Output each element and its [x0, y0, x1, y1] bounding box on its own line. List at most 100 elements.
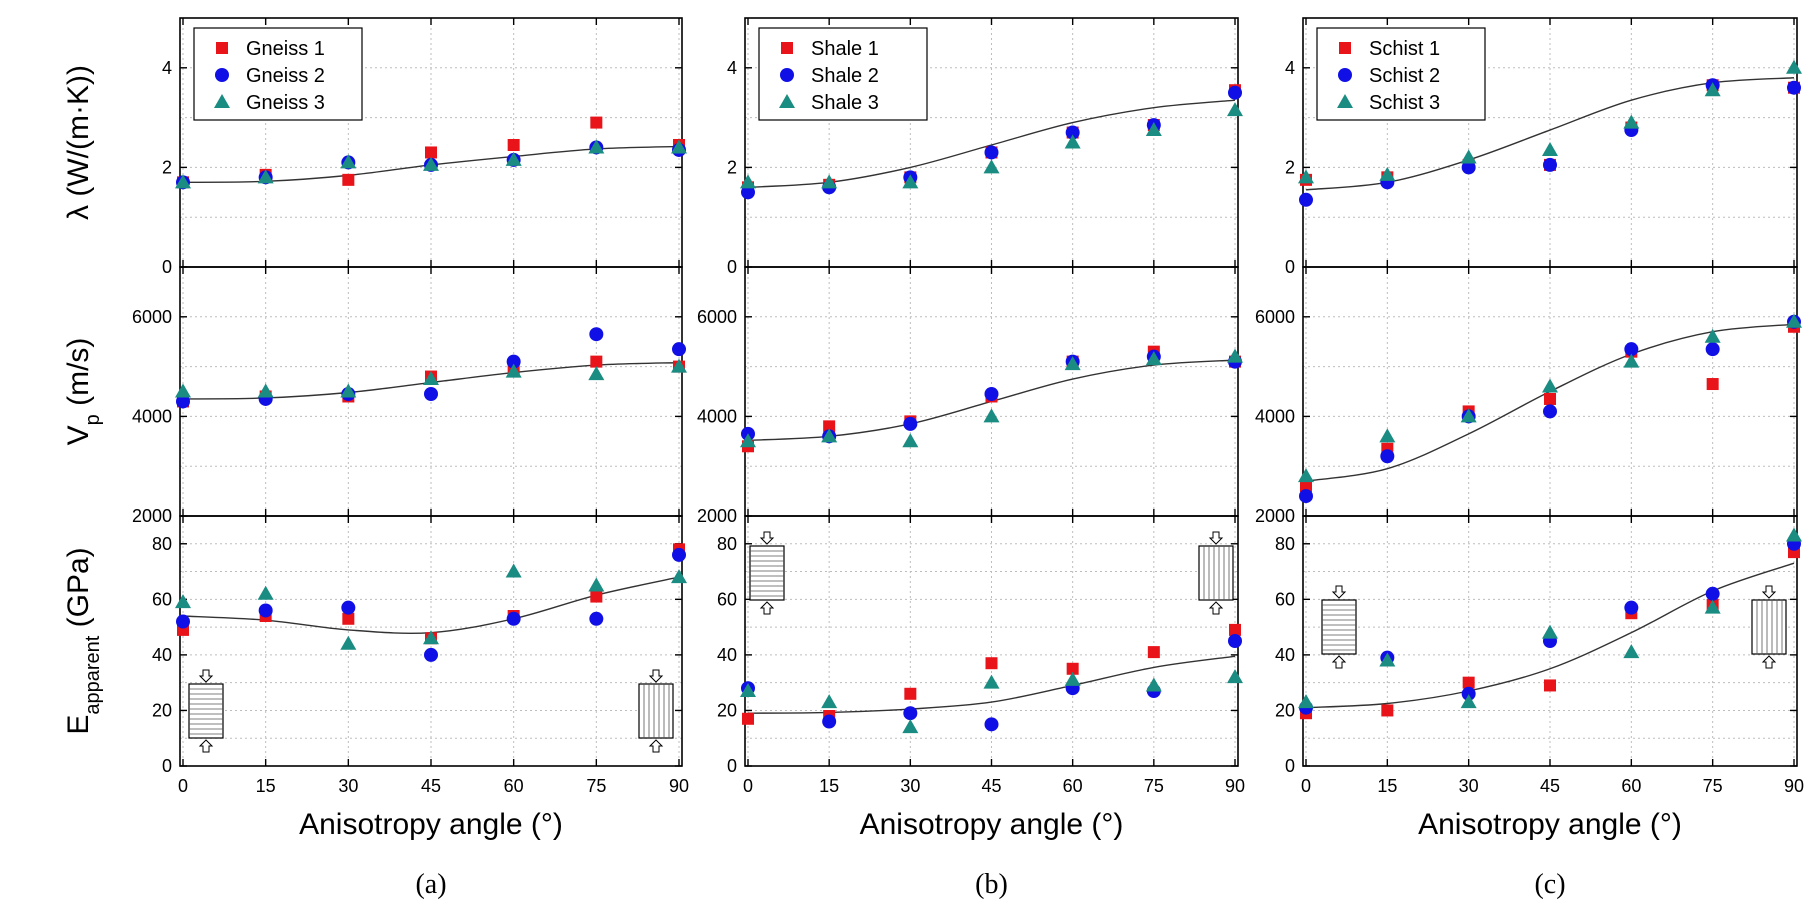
x-tick-label: 45 [981, 776, 1001, 796]
data-point [588, 366, 605, 381]
data-point [822, 714, 837, 729]
data-point [340, 154, 357, 169]
data-point [671, 139, 687, 154]
load-arrow-bottom-icon [198, 739, 214, 753]
panel-c: 0 2 4 2000 4000 6000 0 20 40 60 80 0 15 30 45 60 75 90 Ani… [1255, 17, 1804, 900]
data-point [505, 151, 522, 166]
data-point [590, 590, 603, 603]
specimen-outline [1321, 599, 1357, 655]
load-arrow-bottom-icon [648, 739, 664, 753]
data-point [1065, 125, 1080, 140]
y-tick-label: 2000 [132, 506, 172, 526]
data-point [1064, 356, 1081, 371]
legend-label: Schist 2 [1369, 65, 1440, 87]
data-point [506, 354, 521, 369]
y-tick-label: 2 [727, 157, 737, 177]
data-point [1705, 586, 1720, 601]
specimen-outline [188, 683, 224, 739]
x-tick-label: 15 [1377, 776, 1397, 796]
data-point [1145, 677, 1162, 692]
legend-marker [1338, 68, 1352, 82]
x-tick-label: 60 [1063, 776, 1083, 796]
y-tick-label: 0 [727, 756, 737, 776]
data-point [821, 174, 838, 189]
load-arrow-top-icon [648, 669, 664, 683]
legend-label: Shale 1 [811, 38, 879, 60]
panel-caption: (c) [1534, 869, 1565, 900]
x-tick-label: 75 [1144, 776, 1164, 796]
data-point [1544, 679, 1556, 692]
data-point [507, 138, 520, 151]
data-point [1460, 694, 1477, 709]
legend-label: Shale 2 [811, 65, 879, 87]
data-point [257, 383, 274, 398]
data-point [903, 416, 918, 431]
subplot-row-2: 0 20 40 60 80 [717, 515, 1243, 776]
data-point [1704, 328, 1721, 343]
legend-label: Schist 3 [1369, 92, 1440, 114]
data-point [505, 363, 522, 378]
legend-label: Shale 3 [811, 92, 879, 114]
data-point [1706, 378, 1719, 391]
y-tick-label: 2 [1285, 157, 1295, 177]
y-tick-label: 4 [162, 58, 172, 78]
x-axis-label: Anisotropy angle (°) [1418, 808, 1682, 841]
data-point [1299, 489, 1313, 504]
x-tick-label: 15 [256, 776, 276, 796]
data-point [821, 428, 838, 443]
data-point [341, 600, 356, 615]
x-tick-label: 90 [1225, 776, 1245, 796]
data-point [1786, 527, 1802, 542]
x-axis-label: Anisotropy angle (°) [860, 808, 1124, 841]
data-point [258, 603, 273, 618]
y-tick-label: 40 [717, 645, 737, 665]
y-tick-label: 0 [162, 257, 172, 277]
legend-label: Gneiss 2 [246, 65, 325, 87]
specimen-outline [1198, 545, 1234, 601]
y-tick-label: 4 [1285, 58, 1295, 78]
data-point [1542, 624, 1558, 639]
data-point [983, 674, 1000, 689]
data-point [1460, 408, 1477, 423]
subplot-row-1: 2000 4000 6000 [697, 266, 1243, 526]
load-arrow-bottom-icon [759, 601, 775, 615]
specimen-outline [749, 545, 785, 601]
data-point [176, 614, 190, 629]
y-tick-label: 6000 [697, 307, 737, 327]
data-point [741, 185, 755, 200]
data-point [175, 174, 191, 189]
data-point [902, 719, 919, 734]
data-point [671, 358, 687, 373]
specimen-inset-horizontal [188, 669, 224, 753]
y-tick-label: 20 [1275, 700, 1295, 720]
data-point [1379, 428, 1396, 443]
data-point [1227, 669, 1243, 684]
legend: Gneiss 1 Gneiss 2 Gneiss 3 [193, 27, 363, 121]
specimen-outline [1751, 599, 1787, 655]
data-point [423, 371, 439, 386]
y-tick-label: 80 [1275, 534, 1295, 554]
data-point [588, 139, 605, 154]
load-arrow-top-icon [759, 531, 775, 545]
y-axis-label: Eapparent (GPa) [62, 547, 104, 734]
data-point [1147, 646, 1160, 659]
y-tick-label: 0 [727, 257, 737, 277]
data-point [1228, 85, 1242, 100]
load-arrow-top-icon [198, 669, 214, 683]
legend: Schist 1 Schist 2 Schist 3 [1316, 27, 1486, 121]
data-point [1229, 623, 1241, 636]
specimen-outline [638, 683, 674, 739]
data-point [904, 687, 917, 700]
data-point [505, 563, 522, 578]
data-point [423, 630, 439, 645]
x-tick-label: 90 [669, 776, 689, 796]
data-point [1461, 160, 1476, 175]
x-tick-label: 45 [421, 776, 441, 796]
data-point [983, 408, 1000, 423]
data-point [1300, 480, 1312, 493]
data-point [1298, 169, 1314, 184]
data-point [1704, 82, 1721, 97]
data-point [1298, 468, 1314, 483]
data-point [1462, 676, 1475, 689]
